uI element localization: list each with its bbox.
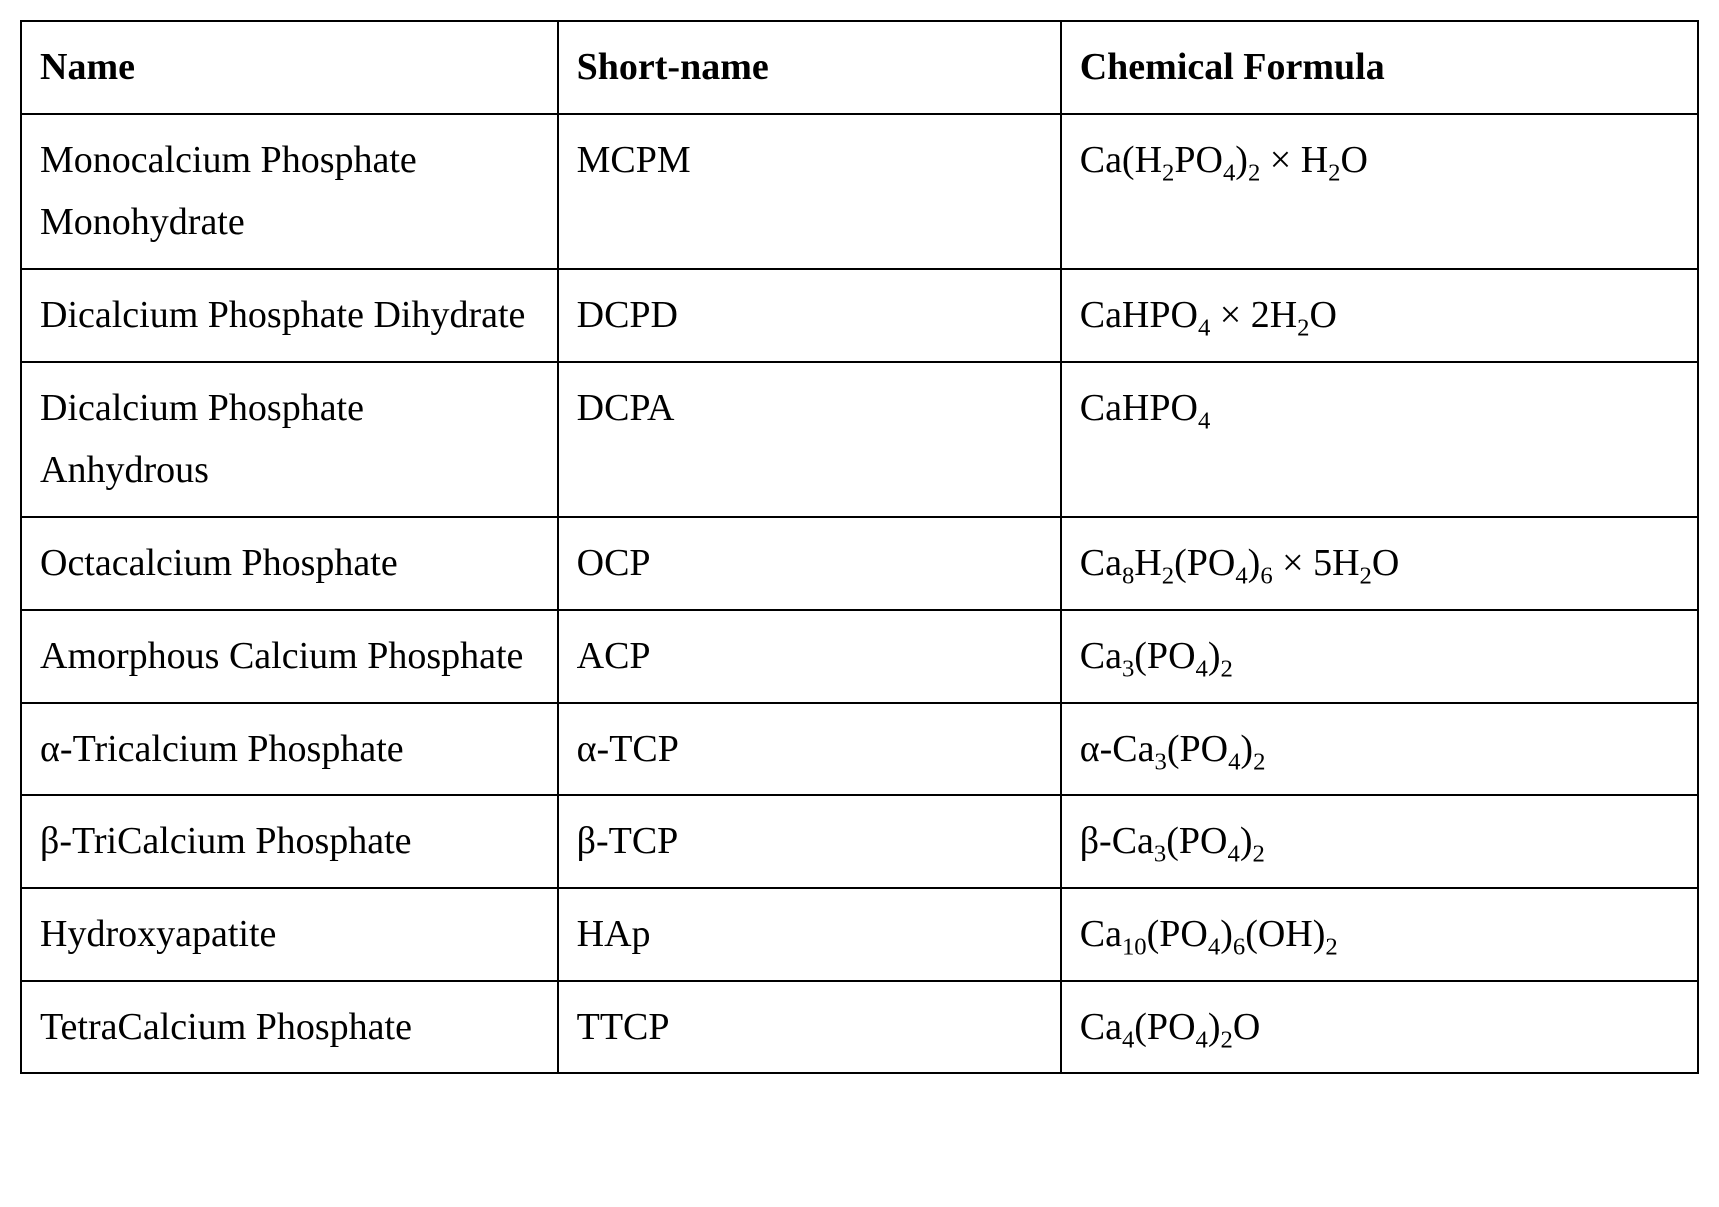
cell-formula: Ca4(PO4)2O — [1061, 981, 1698, 1074]
table-row: Dicalcium Phosphate Dihydrate DCPD CaHPO… — [21, 269, 1698, 362]
col-header-formula: Chemical Formula — [1061, 21, 1698, 114]
phosphate-table: Name Short-name Chemical Formula Monocal… — [20, 20, 1699, 1074]
table-row: Octacalcium Phosphate OCP Ca8H2(PO4)6 × … — [21, 517, 1698, 610]
cell-name: Amorphous Calcium Phosphate — [21, 610, 558, 703]
cell-formula: CaHPO4 × 2H2O — [1061, 269, 1698, 362]
cell-formula: Ca3(PO4)2 — [1061, 610, 1698, 703]
table-row: β-TriCalcium Phosphate β-TCP β-Ca3(PO4)2 — [21, 795, 1698, 888]
cell-name: Hydroxyapatite — [21, 888, 558, 981]
cell-short: DCPD — [558, 269, 1061, 362]
table-header-row: Name Short-name Chemical Formula — [21, 21, 1698, 114]
cell-name: TetraCalcium Phosphate — [21, 981, 558, 1074]
cell-short: HAp — [558, 888, 1061, 981]
col-header-short: Short-name — [558, 21, 1061, 114]
cell-short: OCP — [558, 517, 1061, 610]
col-header-name: Name — [21, 21, 558, 114]
cell-short: MCPM — [558, 114, 1061, 269]
cell-short: α-TCP — [558, 703, 1061, 796]
cell-formula: Ca8H2(PO4)6 × 5H2O — [1061, 517, 1698, 610]
cell-name: Octacalcium Phosphate — [21, 517, 558, 610]
table-row: Hydroxyapatite HAp Ca10(PO4)6(OH)2 — [21, 888, 1698, 981]
cell-short: TTCP — [558, 981, 1061, 1074]
table-row: α-Tricalcium Phosphate α-TCP α-Ca3(PO4)2 — [21, 703, 1698, 796]
cell-short: β-TCP — [558, 795, 1061, 888]
table-row: TetraCalcium Phosphate TTCP Ca4(PO4)2O — [21, 981, 1698, 1074]
cell-formula: α-Ca3(PO4)2 — [1061, 703, 1698, 796]
cell-name: Dicalcium Phosphate Dihydrate — [21, 269, 558, 362]
cell-short: DCPA — [558, 362, 1061, 517]
cell-formula: Ca(H2PO4)2 × H2O — [1061, 114, 1698, 269]
cell-formula: Ca10(PO4)6(OH)2 — [1061, 888, 1698, 981]
cell-name: α-Tricalcium Phosphate — [21, 703, 558, 796]
table-row: Monocalcium Phosphate Monohydrate MCPM C… — [21, 114, 1698, 269]
table-row: Amorphous Calcium Phosphate ACP Ca3(PO4)… — [21, 610, 1698, 703]
cell-name: Monocalcium Phosphate Monohydrate — [21, 114, 558, 269]
cell-short: ACP — [558, 610, 1061, 703]
cell-name: Dicalcium Phosphate Anhydrous — [21, 362, 558, 517]
cell-name: β-TriCalcium Phosphate — [21, 795, 558, 888]
table-body: Monocalcium Phosphate Monohydrate MCPM C… — [21, 114, 1698, 1074]
table-row: Dicalcium Phosphate Anhydrous DCPA CaHPO… — [21, 362, 1698, 517]
cell-formula: β-Ca3(PO4)2 — [1061, 795, 1698, 888]
cell-formula: CaHPO4 — [1061, 362, 1698, 517]
